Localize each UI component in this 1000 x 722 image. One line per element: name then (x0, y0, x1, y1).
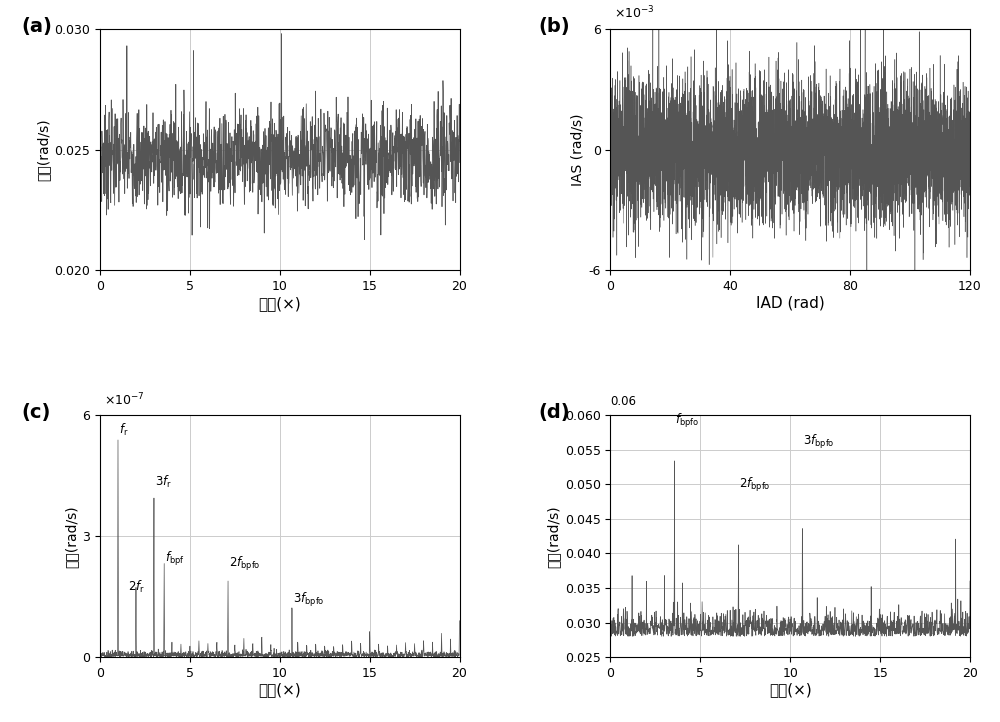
Text: $\times 10^{-7}$: $\times 10^{-7}$ (104, 391, 144, 408)
Text: $3f_{\rm bpfo}$: $3f_{\rm bpfo}$ (293, 591, 324, 609)
Text: $2f_{\rm bpfo}$: $2f_{\rm bpfo}$ (739, 476, 771, 494)
Y-axis label: 幅值(rad/s): 幅值(rad/s) (36, 118, 50, 181)
Text: $3f_{\rm bpfo}$: $3f_{\rm bpfo}$ (803, 432, 835, 451)
Text: $2f_{\rm bpfo}$: $2f_{\rm bpfo}$ (229, 554, 261, 573)
X-axis label: 阶次(×): 阶次(×) (258, 296, 301, 311)
Text: 0.06: 0.06 (610, 395, 636, 408)
Text: $\times 10^{-3}$: $\times 10^{-3}$ (614, 5, 655, 22)
Text: (c): (c) (21, 404, 50, 422)
Text: $f_{\rm r}$: $f_{\rm r}$ (119, 422, 129, 438)
Text: (a): (a) (21, 17, 52, 36)
Text: $2f_{\rm r}$: $2f_{\rm r}$ (128, 578, 145, 595)
Text: $f_{\rm bpf}$: $f_{\rm bpf}$ (165, 550, 185, 568)
X-axis label: 阶次(×): 阶次(×) (258, 682, 301, 697)
Y-axis label: 幅值(rad/s): 幅值(rad/s) (547, 505, 561, 567)
Y-axis label: 幅值(rad/s): 幅值(rad/s) (64, 505, 78, 567)
Y-axis label: IAS (rad/s): IAS (rad/s) (570, 113, 584, 186)
X-axis label: IAD (rad): IAD (rad) (756, 296, 825, 311)
Text: $3f_{\rm r}$: $3f_{\rm r}$ (155, 474, 172, 490)
X-axis label: 阶次(×): 阶次(×) (769, 682, 812, 697)
Text: (d): (d) (539, 404, 570, 422)
Text: $f_{\rm bpfo}$: $f_{\rm bpfo}$ (675, 412, 699, 430)
Text: (b): (b) (539, 17, 570, 36)
